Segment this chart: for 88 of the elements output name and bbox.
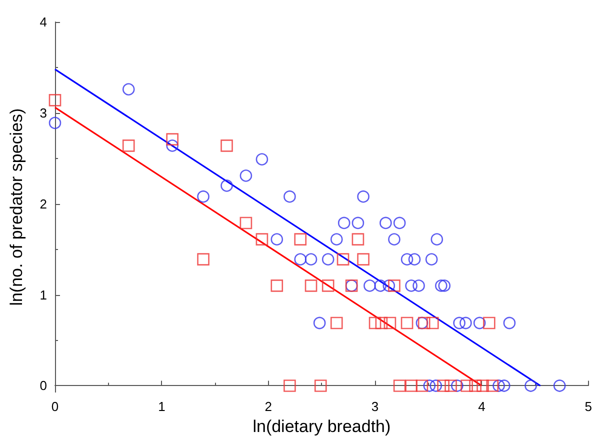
point (284, 190, 296, 203)
point (294, 233, 307, 246)
point (405, 380, 418, 392)
point (314, 380, 327, 392)
point (330, 316, 343, 330)
point (322, 253, 334, 266)
point (388, 233, 400, 246)
point (423, 380, 436, 392)
point (197, 190, 210, 203)
point (166, 133, 178, 146)
point (438, 280, 451, 292)
point (352, 216, 364, 230)
y-tick-label: 3 (40, 105, 47, 120)
y-tick-label: 2 (40, 196, 47, 212)
point (469, 380, 482, 392)
point (393, 380, 406, 392)
point (430, 233, 444, 246)
x-tick-label: 0 (51, 399, 59, 414)
point (364, 280, 376, 292)
point (451, 380, 464, 392)
point (357, 253, 370, 266)
point (256, 233, 268, 246)
point (48, 116, 62, 130)
point (400, 253, 414, 266)
point (498, 380, 510, 392)
point (473, 316, 486, 330)
point (476, 380, 489, 392)
y-axis-title: ln(no. of predator species) (7, 108, 26, 306)
point (384, 316, 396, 330)
y-tick-label: 1 (40, 287, 47, 302)
point (374, 280, 387, 292)
point (430, 380, 442, 392)
point (460, 316, 472, 330)
point (400, 316, 414, 330)
point (483, 316, 496, 330)
point (444, 380, 457, 392)
point (220, 140, 233, 152)
point (382, 280, 396, 292)
point (426, 316, 439, 330)
point (338, 216, 350, 230)
point (412, 280, 425, 292)
point (352, 233, 364, 246)
point (294, 253, 307, 266)
point (166, 140, 178, 152)
point (270, 233, 284, 246)
point (48, 94, 62, 106)
point (122, 140, 135, 152)
point (256, 153, 268, 166)
point (270, 280, 284, 292)
point (368, 316, 382, 330)
point (220, 180, 233, 192)
point (460, 380, 473, 392)
point (416, 380, 428, 392)
y-tick-label: 0 (40, 378, 47, 394)
point (405, 280, 418, 292)
x-tick-label: 4 (478, 399, 486, 414)
point (122, 83, 135, 96)
point (322, 280, 334, 292)
point (393, 216, 406, 230)
point (380, 216, 392, 230)
x-tick-label: 2 (264, 399, 272, 414)
point (313, 316, 326, 330)
y-tick-label: 4 (40, 14, 47, 30)
point (375, 316, 388, 330)
point (553, 380, 566, 392)
point (437, 380, 450, 392)
point (435, 280, 448, 292)
point (240, 170, 252, 182)
x-tick-label: 1 (158, 399, 166, 414)
point (304, 253, 318, 266)
point (524, 380, 537, 392)
point (240, 216, 252, 230)
point (388, 280, 400, 292)
x-axis-title: ln(dietary breadth) (252, 417, 391, 436)
point (304, 280, 318, 292)
point (503, 316, 516, 330)
point (453, 316, 466, 330)
x-tick-label: 3 (371, 399, 379, 414)
point (408, 253, 421, 266)
point (330, 233, 343, 246)
point (284, 380, 296, 392)
point (357, 190, 370, 203)
point (336, 253, 350, 266)
point (486, 380, 499, 392)
point (492, 380, 505, 392)
x-tick-label: 5 (584, 399, 592, 414)
point (425, 253, 438, 266)
point (197, 253, 210, 266)
